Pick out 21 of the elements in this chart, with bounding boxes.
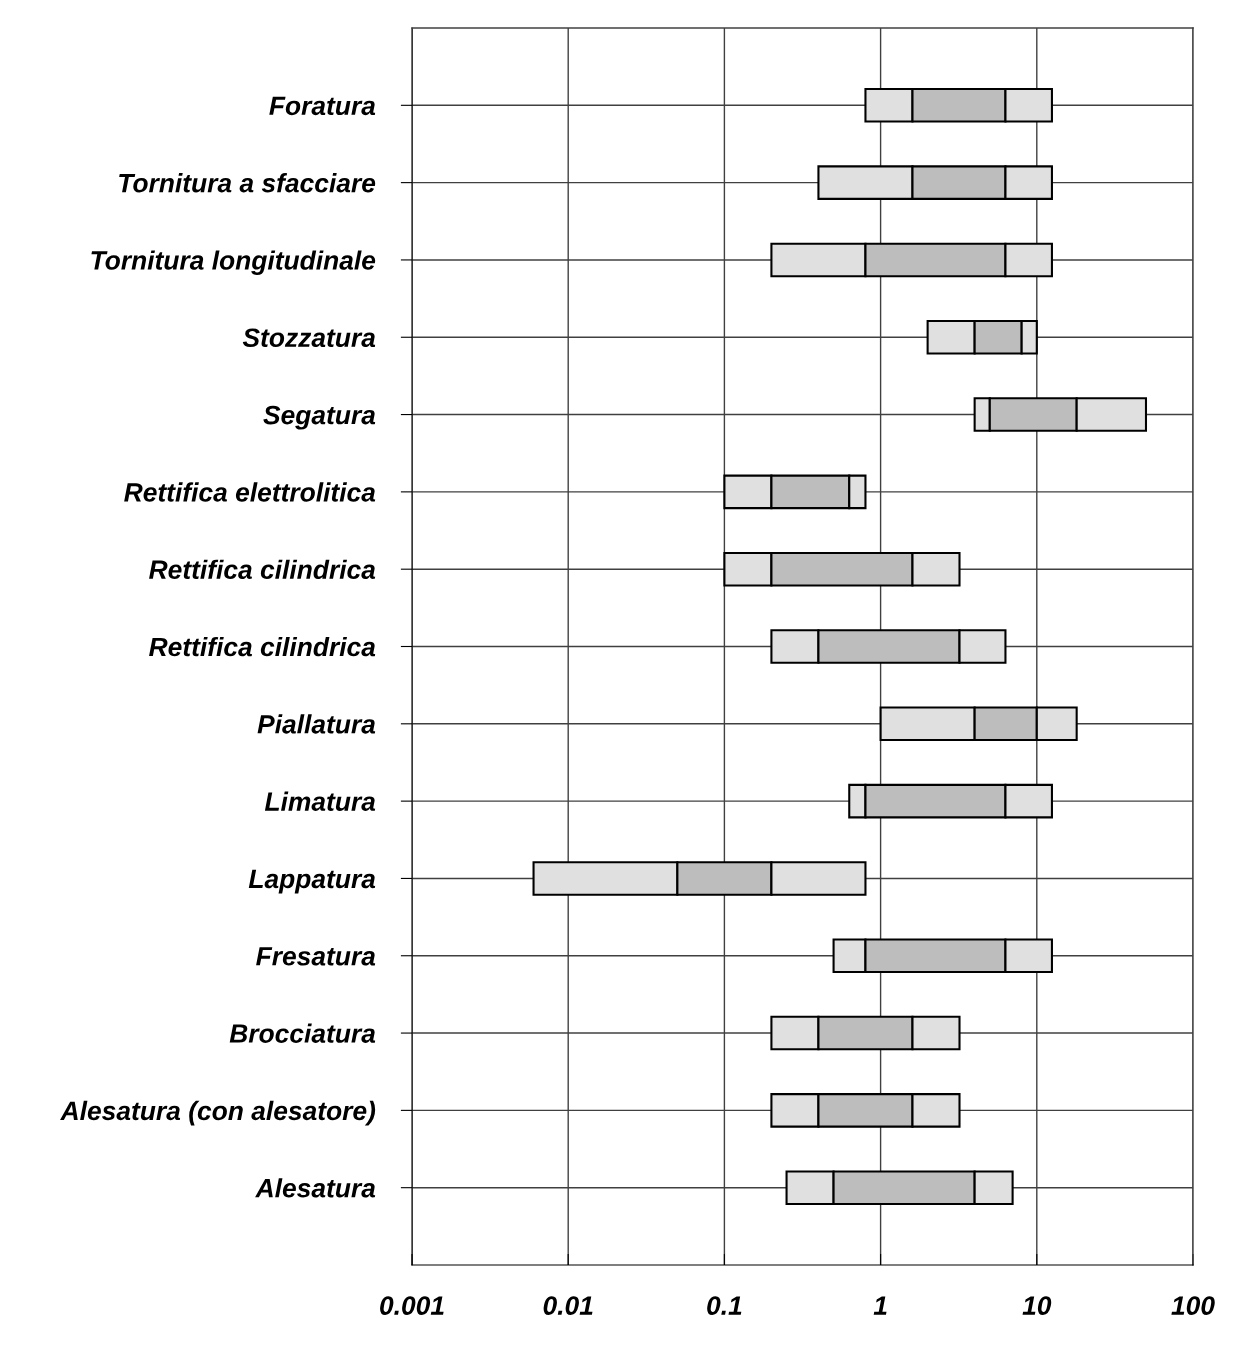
y-tick-label: Tornitura a sfacciare xyxy=(119,173,376,193)
y-tick-label: Rettifica elettrolitica xyxy=(124,482,376,502)
y-tick-label: Brocciatura xyxy=(229,1023,376,1043)
y-tick-label: Lappatura xyxy=(248,869,376,894)
y-tick-label: Rettifica cilindrica xyxy=(149,559,376,580)
x-tick-label: 0.1 xyxy=(707,1296,742,1315)
x-tick-label: 0.001 xyxy=(380,1296,444,1315)
y-tick-label: Alesatura (con alesatore) xyxy=(60,1100,376,1126)
x-tick-label: 1 xyxy=(873,1296,887,1315)
y-tick-label: Piallatura xyxy=(257,714,376,734)
x-tick-label: 10 xyxy=(1022,1296,1052,1315)
x-tick-label: 0.01 xyxy=(543,1296,593,1315)
y-tick-label: Alesatura xyxy=(255,1178,376,1198)
y-tick-label: Rettifica cilindrica xyxy=(149,636,376,657)
y-tick-label: Limatura xyxy=(264,791,376,811)
x-tick-label: 100 xyxy=(1171,1296,1215,1315)
y-tick-label: Foratura xyxy=(269,96,376,116)
y-tick-label: Stozzatura xyxy=(242,328,376,348)
y-tick-label: Segatura xyxy=(263,405,376,430)
y-tick-label: Tornitura longitudinale xyxy=(91,250,376,275)
y-tick-label: Fresatura xyxy=(256,947,376,966)
